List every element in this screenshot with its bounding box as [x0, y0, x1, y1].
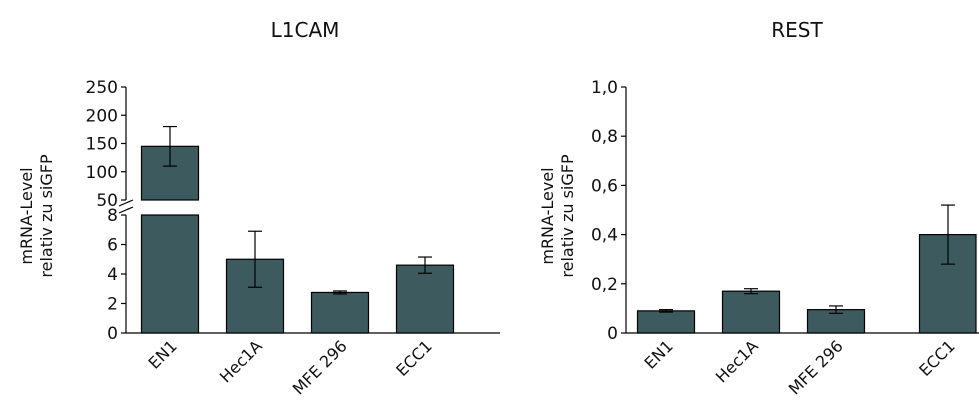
y-tick-label: 2 [107, 295, 118, 315]
bar-hec1a [721, 290, 781, 334]
chart-l1cam: L1CAM mRNA-Level relativ zu siGFP 0 2 4 6 85… [17, 18, 500, 398]
x-tick-label: ECC1 [392, 336, 436, 380]
x-tick-label: MFE 296 [289, 336, 351, 398]
y-tick-label: 250 [86, 78, 118, 98]
y-tick-label: 100 [86, 163, 118, 183]
x-tick-label: Hec1A [216, 336, 266, 386]
bar-mfe-296 [310, 291, 370, 334]
bar-en1 [636, 310, 696, 334]
y-tick-label: 8 [107, 206, 118, 226]
x-tick-label: ECC1 [915, 336, 959, 380]
x-tick-label: Hec1A [712, 336, 762, 386]
x-tick-label: MFE 296 [785, 336, 847, 398]
chart-title-l1cam: L1CAM [271, 18, 340, 42]
bar-ecc1 [395, 264, 455, 334]
y-tick-label: 0,2 [591, 275, 618, 295]
y-tick-label: 0,6 [591, 176, 618, 196]
y-tick-label: 150 [86, 135, 118, 155]
y-axis-label-line2-l1cam: relativ zu siGFP [37, 154, 56, 278]
y-axis-label-line2-rest: relativ zu siGFP [558, 154, 577, 278]
bar-en1-lower [140, 214, 200, 334]
y-axis-label-line1-l1cam: mRNA-Level [17, 167, 36, 264]
y-tick-label: 200 [86, 106, 118, 126]
y-tick-label: 0,8 [591, 127, 618, 147]
chart-rest: REST mRNA-Level relativ zu siGFP 0 0,2 0,4… [538, 18, 979, 398]
y-tick-label: 4 [107, 265, 118, 285]
chart-title-rest: REST [771, 18, 823, 42]
y-axis-label-line1-rest: mRNA-Level [538, 167, 557, 264]
axis-break-mark [118, 206, 134, 214]
y-tick-label: 0 [607, 324, 618, 344]
y-tick-label: 0 [107, 324, 118, 344]
y-tick-label: 6 [107, 236, 118, 256]
y-tick-label: 0,4 [591, 226, 618, 246]
y-tick-label: 1,0 [591, 78, 618, 98]
x-tick-label: EN1 [641, 336, 677, 372]
x-tick-label: EN1 [145, 336, 181, 372]
axis-break-mark [118, 199, 134, 207]
y-tick-label: 50 [96, 191, 118, 211]
